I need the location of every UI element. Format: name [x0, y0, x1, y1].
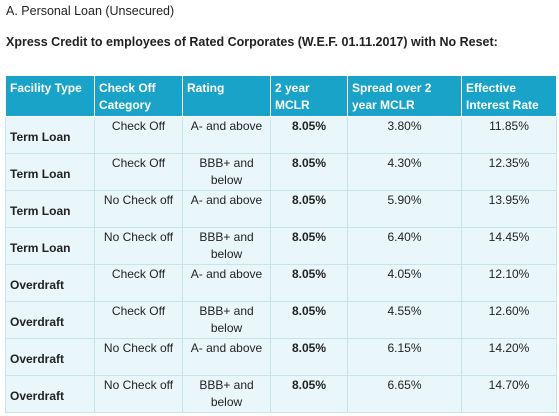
table-row: Overdraft No Check off A- and above 8.05% 6.…	[5, 338, 557, 376]
cell-rating: A- and above	[182, 116, 271, 154]
table-row: Term Loan No Check off BBB+ and below 8.05%…	[5, 227, 557, 265]
cell-facility-type: Overdraft	[5, 338, 95, 376]
cell-rating: A- and above	[182, 264, 271, 302]
cell-facility-type: Overdraft	[5, 264, 95, 302]
cell-rating: BBB+ and below	[182, 227, 271, 265]
cell-check-off-category: No Check off	[94, 338, 183, 376]
cell-mclr: 8.05%	[270, 338, 348, 376]
header-facility-type: Facility Type	[5, 75, 95, 117]
table-row: Term Loan Check Off BBB+ and below 8.05% 4.3…	[5, 153, 557, 191]
section-title: A. Personal Loan (Unsecured)	[6, 4, 175, 18]
cell-effective-rate: 14.20%	[461, 338, 557, 376]
cell-mclr: 8.05%	[270, 301, 348, 339]
cell-facility-type: Overdraft	[5, 375, 95, 413]
cell-rating: A- and above	[182, 338, 271, 376]
cell-check-off-category: Check Off	[94, 264, 183, 302]
cell-effective-rate: 12.10%	[461, 264, 557, 302]
header-check-off-category: Check Off Category	[94, 75, 183, 117]
cell-check-off-category: Check Off	[94, 153, 183, 191]
cell-mclr: 8.05%	[270, 227, 348, 265]
cell-mclr: 8.05%	[270, 153, 348, 191]
cell-spread: 5.90%	[347, 190, 462, 228]
table-row: Overdraft Check Off A- and above 8.05% 4.05%…	[5, 264, 557, 302]
cell-effective-rate: 11.85%	[461, 116, 557, 154]
cell-effective-rate: 13.95%	[461, 190, 557, 228]
cell-check-off-category: No Check off	[94, 375, 183, 413]
cell-mclr: 8.05%	[270, 116, 348, 154]
table-row: Term Loan No Check off A- and above 8.05% 5.…	[5, 190, 557, 228]
cell-effective-rate: 12.60%	[461, 301, 557, 339]
cell-spread: 4.55%	[347, 301, 462, 339]
cell-rating: BBB+ and below	[182, 153, 271, 191]
header-2-year-mclr: 2 year MCLR	[270, 75, 348, 117]
cell-rating: BBB+ and below	[182, 375, 271, 413]
table-row: Overdraft No Check off BBB+ and below 8.05%…	[5, 375, 557, 413]
cell-spread: 6.15%	[347, 338, 462, 376]
cell-check-off-category: No Check off	[94, 190, 183, 228]
cell-rating: A- and above	[182, 190, 271, 228]
cell-spread: 6.65%	[347, 375, 462, 413]
cell-mclr: 8.05%	[270, 375, 348, 413]
cell-spread: 6.40%	[347, 227, 462, 265]
cell-check-off-category: Check Off	[94, 116, 183, 154]
cell-spread: 4.05%	[347, 264, 462, 302]
table-row: Term Loan Check Off A- and above 8.05% 3.80%…	[5, 116, 557, 154]
header-spread: Spread over 2 year MCLR	[347, 75, 462, 117]
table-subtitle: Xpress Credit to employees of Rated Corp…	[6, 35, 498, 49]
cell-facility-type: Term Loan	[5, 153, 95, 191]
cell-check-off-category: Check Off	[94, 301, 183, 339]
cell-mclr: 8.05%	[270, 264, 348, 302]
cell-facility-type: Term Loan	[5, 116, 95, 154]
table-row: Overdraft Check Off BBB+ and below 8.05% 4.5…	[5, 301, 557, 339]
header-effective-rate: Effective Interest Rate	[461, 75, 557, 117]
cell-mclr: 8.05%	[270, 190, 348, 228]
cell-effective-rate: 14.45%	[461, 227, 557, 265]
header-rating: Rating	[182, 75, 271, 117]
cell-spread: 4.30%	[347, 153, 462, 191]
cell-facility-type: Term Loan	[5, 190, 95, 228]
cell-effective-rate: 14.70%	[461, 375, 557, 413]
cell-check-off-category: No Check off	[94, 227, 183, 265]
cell-spread: 3.80%	[347, 116, 462, 154]
cell-facility-type: Overdraft	[5, 301, 95, 339]
loan-rates-table: Facility Type Check Off Category Rating …	[5, 75, 557, 413]
table-header-row: Facility Type Check Off Category Rating …	[5, 75, 557, 117]
cell-rating: BBB+ and below	[182, 301, 271, 339]
cell-effective-rate: 12.35%	[461, 153, 557, 191]
cell-facility-type: Term Loan	[5, 227, 95, 265]
